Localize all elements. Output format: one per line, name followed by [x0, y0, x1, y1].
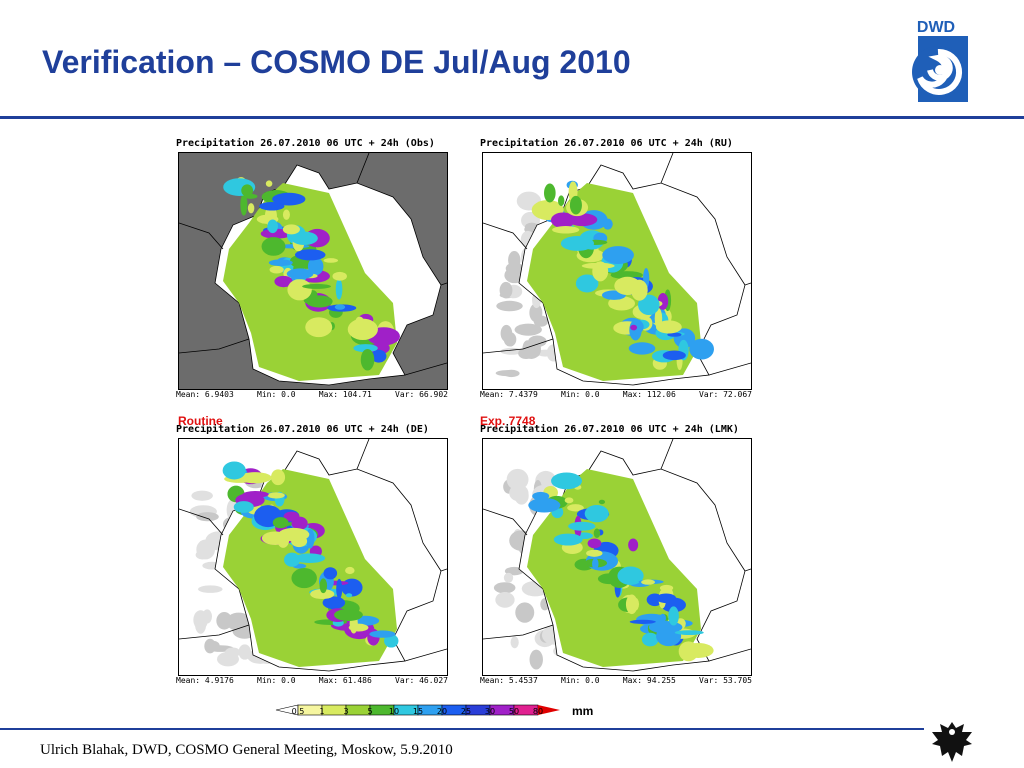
- slide-title: Verification – COSMO DE Jul/Aug 2010: [42, 44, 631, 80]
- panel-title: Precipitation 26.07.2010 06 UTC + 24h (D…: [176, 424, 429, 435]
- precipitation-map: [482, 152, 752, 390]
- precipitation-legend: 0.5 1 3 5 10 15 20 25 30 50 80 mm: [275, 704, 593, 718]
- legend-threshold: 50: [509, 707, 519, 716]
- dwd-logo: DWD: [898, 14, 970, 104]
- stat-max: Max: 112.06: [622, 390, 676, 399]
- run-label: Exp. 7748: [480, 414, 536, 428]
- legend-threshold: 30: [485, 707, 495, 716]
- legend-threshold: 20: [437, 707, 447, 716]
- stat-mean: Mean: 5.4537: [480, 676, 538, 685]
- stat-min: Min: 0.0: [257, 390, 296, 399]
- stat-max: Max: 104.71: [318, 390, 372, 399]
- legend-threshold: 1: [319, 707, 324, 716]
- legend-threshold: 5: [367, 707, 372, 716]
- map-panel: Precipitation 26.07.2010 06 UTC + 24h (R…: [480, 138, 752, 404]
- legend-threshold: 25: [461, 707, 471, 716]
- map-panel: Precipitation 26.07.2010 06 UTC + 24h (D…: [176, 424, 448, 690]
- legend-threshold: 80: [533, 707, 543, 716]
- legend-unit: mm: [572, 704, 593, 718]
- precipitation-map: [482, 438, 752, 676]
- precipitation-map: [178, 438, 448, 676]
- stat-min: Min: 0.0: [561, 676, 600, 685]
- stat-mean: Mean: 6.9403: [176, 390, 234, 399]
- footer-divider: [0, 728, 924, 730]
- legend-threshold: 15: [413, 707, 423, 716]
- stat-mean: Mean: 4.9176: [176, 676, 234, 685]
- stat-var: Var: 66.902: [395, 390, 448, 399]
- map-panel: Precipitation 26.07.2010 06 UTC + 24h (L…: [480, 424, 752, 690]
- stat-max: Max: 61.486: [318, 676, 372, 685]
- precipitation-map: [178, 152, 448, 390]
- stat-var: Var: 53.705: [699, 676, 752, 685]
- stat-var: Var: 46.027: [395, 676, 448, 685]
- federal-eagle-logo: [932, 722, 972, 762]
- stat-min: Min: 0.0: [257, 676, 296, 685]
- stat-min: Min: 0.0: [561, 390, 600, 399]
- panel-title: Precipitation 26.07.2010 06 UTC + 24h (O…: [176, 138, 435, 149]
- map-panel: Precipitation 26.07.2010 06 UTC + 24h (O…: [176, 138, 448, 404]
- legend-threshold: 10: [389, 707, 399, 716]
- run-label: Routine: [178, 414, 223, 428]
- stat-mean: Mean: 7.4379: [480, 390, 538, 399]
- legend-arrow-high: [538, 705, 560, 715]
- panel-title: Precipitation 26.07.2010 06 UTC + 24h (L…: [480, 424, 739, 435]
- panel-title: Precipitation 26.07.2010 06 UTC + 24h (R…: [480, 138, 733, 149]
- stat-max: Max: 94.255: [622, 676, 676, 685]
- panel-statistics: Mean: 6.9403 Min: 0.0 Max: 104.71 Var: 66.9…: [176, 390, 448, 399]
- legend-swatch: [345, 704, 371, 716]
- legend-threshold: 0.5: [292, 707, 305, 716]
- panel-statistics: Mean: 7.4379 Min: 0.0 Max: 112.06 Var: 72.0…: [480, 390, 752, 399]
- title-divider: [0, 116, 1024, 119]
- legend-swatch: [321, 704, 347, 716]
- legend-threshold: 3: [343, 707, 348, 716]
- panel-statistics: Mean: 5.4537 Min: 0.0 Max: 94.255 Var: 53.7…: [480, 676, 752, 685]
- dwd-logo-text: DWD: [917, 19, 955, 36]
- slide-footer: Ulrich Blahak, DWD, COSMO General Meetin…: [40, 742, 453, 758]
- stat-var: Var: 72.067: [699, 390, 752, 399]
- panel-statistics: Mean: 4.9176 Min: 0.0 Max: 61.486 Var: 46.0…: [176, 676, 448, 685]
